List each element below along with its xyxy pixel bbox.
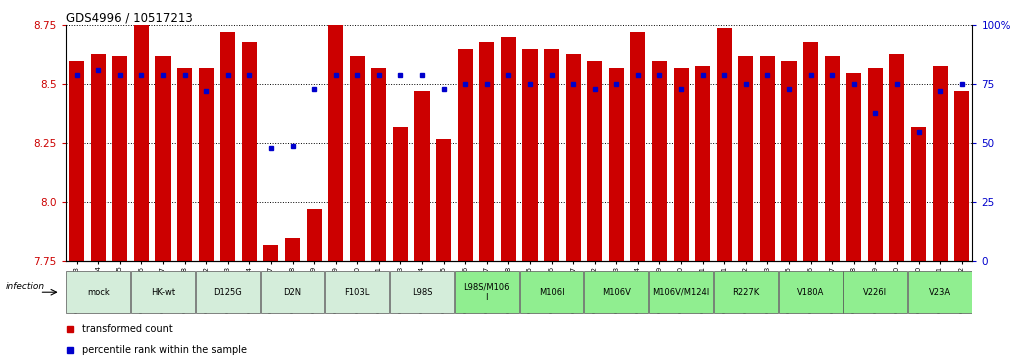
Bar xyxy=(177,68,192,261)
Bar xyxy=(131,271,194,313)
Bar xyxy=(585,271,648,313)
Bar xyxy=(199,68,214,261)
Bar xyxy=(781,61,796,261)
Bar xyxy=(911,127,926,261)
Bar xyxy=(825,56,840,261)
Text: HK-wt: HK-wt xyxy=(151,288,175,297)
Bar xyxy=(565,54,580,261)
Bar xyxy=(349,56,365,261)
Bar xyxy=(649,271,713,313)
Bar xyxy=(69,61,84,261)
Text: L98S/M106
I: L98S/M106 I xyxy=(464,283,510,302)
Text: R227K: R227K xyxy=(732,288,760,297)
Bar xyxy=(695,65,710,261)
Text: V23A: V23A xyxy=(929,288,951,297)
Bar xyxy=(134,25,149,261)
Bar xyxy=(908,271,972,313)
Bar xyxy=(91,54,105,261)
Text: V226I: V226I xyxy=(863,288,887,297)
Bar xyxy=(738,56,754,261)
Text: L98S: L98S xyxy=(411,288,433,297)
Bar xyxy=(523,49,538,261)
Bar xyxy=(500,37,516,261)
Text: D125G: D125G xyxy=(214,288,242,297)
Bar xyxy=(844,271,908,313)
Bar xyxy=(954,91,969,261)
Bar xyxy=(242,42,257,261)
Bar xyxy=(393,127,408,261)
Bar xyxy=(436,139,451,261)
Bar xyxy=(588,61,603,261)
Text: F103L: F103L xyxy=(344,288,370,297)
Bar xyxy=(933,65,947,261)
Bar xyxy=(390,271,454,313)
Bar xyxy=(760,56,775,261)
Bar xyxy=(260,271,324,313)
Bar xyxy=(609,68,624,261)
Bar xyxy=(263,245,279,261)
Text: GDS4996 / 10517213: GDS4996 / 10517213 xyxy=(66,11,192,24)
Bar xyxy=(479,42,494,261)
Bar xyxy=(520,271,583,313)
Bar xyxy=(455,271,519,313)
Text: M106I: M106I xyxy=(539,288,564,297)
Bar xyxy=(325,271,389,313)
Bar xyxy=(846,73,861,261)
Bar xyxy=(779,271,843,313)
Bar xyxy=(112,56,128,261)
Bar xyxy=(307,209,322,261)
Text: transformed count: transformed count xyxy=(82,324,173,334)
Bar xyxy=(66,271,131,313)
Bar xyxy=(458,49,473,261)
Bar xyxy=(328,2,343,261)
Bar xyxy=(544,49,559,261)
Text: D2N: D2N xyxy=(284,288,302,297)
Bar xyxy=(630,32,645,261)
Bar xyxy=(414,91,430,261)
Text: infection: infection xyxy=(5,282,45,291)
Text: percentile rank within the sample: percentile rank within the sample xyxy=(82,345,247,355)
Bar xyxy=(714,271,778,313)
Bar xyxy=(196,271,259,313)
Text: mock: mock xyxy=(87,288,109,297)
Bar xyxy=(674,68,689,261)
Bar xyxy=(155,56,170,261)
Bar xyxy=(803,42,819,261)
Bar xyxy=(372,68,386,261)
Text: M106V/M124I: M106V/M124I xyxy=(652,288,710,297)
Bar xyxy=(652,61,667,261)
Text: M106V: M106V xyxy=(602,288,631,297)
Bar xyxy=(716,28,731,261)
Bar xyxy=(889,54,905,261)
Text: V180A: V180A xyxy=(797,288,825,297)
Bar xyxy=(868,68,883,261)
Bar xyxy=(220,32,235,261)
Bar xyxy=(285,238,300,261)
